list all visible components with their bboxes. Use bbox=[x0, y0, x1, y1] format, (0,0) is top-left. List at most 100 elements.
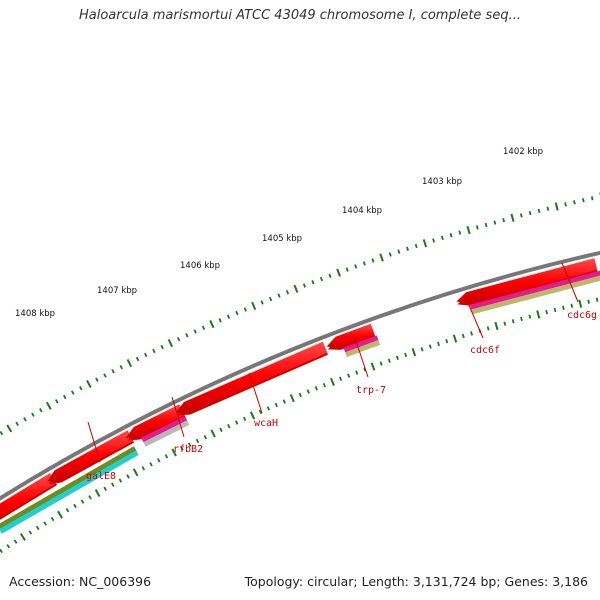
scale-label: 1406 kbp bbox=[180, 261, 220, 271]
outer-tick bbox=[388, 252, 392, 257]
inner-tick bbox=[338, 376, 343, 381]
inner-tick bbox=[437, 341, 440, 347]
inner-tick bbox=[355, 370, 359, 375]
outer-tick bbox=[581, 198, 585, 203]
outer-tick bbox=[510, 213, 515, 222]
outer-tick bbox=[406, 246, 410, 251]
outer-tick bbox=[209, 319, 215, 329]
outer-tick bbox=[126, 359, 133, 368]
outer-tick bbox=[193, 329, 197, 334]
inner-tick bbox=[494, 321, 499, 331]
outer-tick bbox=[354, 264, 358, 269]
outer-tick bbox=[185, 333, 189, 338]
inner-tick bbox=[28, 530, 33, 535]
outer-tick bbox=[564, 202, 567, 207]
inner-tick bbox=[445, 339, 449, 344]
inner-tick bbox=[545, 310, 548, 315]
gene-arrow bbox=[125, 404, 185, 438]
outer-tick bbox=[293, 284, 299, 293]
gene-label: trp-7 bbox=[356, 385, 386, 396]
scale-ticks bbox=[0, 192, 600, 554]
inner-tick bbox=[470, 331, 474, 336]
inner-tick bbox=[289, 394, 295, 403]
outer-tick bbox=[362, 261, 366, 266]
outer-tick bbox=[345, 267, 349, 272]
inner-tick bbox=[171, 448, 177, 457]
inner-tick bbox=[258, 409, 263, 415]
inner-tick bbox=[298, 392, 302, 398]
gene-label: cdc6f bbox=[470, 345, 500, 356]
outer-tick bbox=[119, 364, 123, 370]
outer-tick bbox=[55, 399, 59, 404]
cog-bar bbox=[0, 446, 137, 530]
inner-tick bbox=[88, 495, 92, 500]
outer-tick bbox=[554, 202, 559, 211]
inner-tick bbox=[395, 355, 399, 360]
gene-arrow bbox=[326, 323, 375, 348]
inner-tick bbox=[13, 539, 18, 544]
inner-tick bbox=[553, 307, 557, 313]
label-leader bbox=[171, 396, 185, 438]
inner-tick bbox=[203, 435, 207, 440]
inner-tick bbox=[43, 521, 47, 526]
outer-tick bbox=[45, 401, 52, 410]
gene-arrow bbox=[456, 258, 598, 304]
gene-labels: galE8 rfbB2 wcaH trp-7 cdc6f cdc6g bbox=[86, 310, 597, 482]
outer-tick bbox=[546, 206, 550, 211]
inner-tick bbox=[562, 305, 565, 311]
inner-tick bbox=[282, 399, 286, 404]
inner-tick bbox=[103, 486, 107, 492]
map-title: Haloarcula marismortui ATCC 43049 chromo… bbox=[79, 8, 521, 23]
outer-tick bbox=[86, 379, 92, 388]
label-leader bbox=[561, 262, 579, 303]
outer-tick bbox=[235, 310, 239, 316]
inner-tick bbox=[363, 367, 367, 372]
label-leader bbox=[464, 295, 484, 339]
outer-tick bbox=[371, 258, 375, 263]
outer-tick bbox=[31, 412, 35, 417]
inner-tick bbox=[149, 462, 153, 467]
inner-tick bbox=[50, 516, 55, 522]
inner-tick bbox=[242, 416, 247, 422]
outer-tick bbox=[432, 238, 436, 243]
gene-label: rfbB2 bbox=[173, 444, 203, 455]
cog-bar bbox=[469, 270, 600, 310]
inner-tick bbox=[111, 482, 115, 487]
label-leader bbox=[87, 421, 101, 463]
outer-tick bbox=[111, 369, 115, 374]
outer-tick bbox=[493, 220, 497, 225]
outer-tick bbox=[260, 300, 264, 305]
label-leaders bbox=[87, 262, 579, 463]
inner-tick bbox=[511, 319, 515, 324]
outer-tick bbox=[103, 373, 107, 378]
cog-bar bbox=[0, 450, 139, 534]
cog-bars bbox=[0, 270, 600, 534]
inner-tick bbox=[370, 362, 376, 371]
outer-tick bbox=[336, 268, 341, 277]
inner-tick bbox=[35, 525, 40, 531]
inner-tick bbox=[306, 389, 310, 394]
scale-label: 1408 kbp bbox=[15, 309, 55, 319]
inner-tick bbox=[210, 429, 216, 438]
outer-tick bbox=[39, 408, 43, 413]
inner-tick bbox=[420, 347, 424, 352]
outer-tick bbox=[167, 339, 173, 348]
outer-tick bbox=[573, 200, 576, 205]
outer-tick bbox=[414, 243, 418, 249]
inner-tick bbox=[452, 334, 458, 343]
label-leader bbox=[248, 372, 263, 414]
inner-tick bbox=[80, 499, 85, 504]
inner-tick bbox=[528, 314, 532, 319]
inner-tick bbox=[330, 377, 335, 387]
inner-tick bbox=[536, 310, 541, 319]
outer-tick bbox=[422, 239, 428, 248]
outer-tick bbox=[528, 210, 532, 216]
outer-tick bbox=[502, 217, 506, 223]
inner-tick bbox=[118, 478, 123, 483]
outer-tick bbox=[218, 318, 222, 323]
inner-tick bbox=[126, 474, 130, 479]
outer-tick bbox=[79, 386, 83, 391]
outer-tick bbox=[440, 235, 444, 241]
outer-tick bbox=[397, 249, 401, 254]
inner-tick bbox=[164, 454, 169, 459]
